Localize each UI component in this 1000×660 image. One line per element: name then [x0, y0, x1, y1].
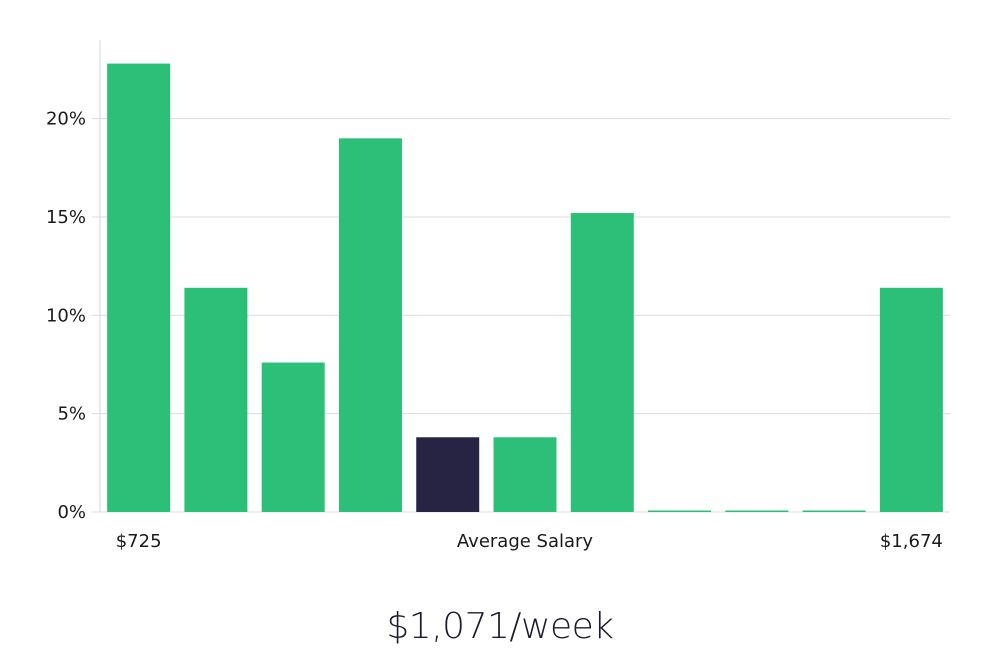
bar	[725, 510, 789, 512]
average-salary-headline: $1,071/week	[386, 606, 614, 647]
bars	[107, 63, 943, 513]
salary-histogram: 0% 5% 10% 15% 20% $725 Average Salary $1,674	[46, 40, 950, 552]
bar	[261, 362, 325, 512]
bar-average-highlight	[416, 437, 480, 512]
y-tick-label: 5%	[57, 404, 86, 425]
bar	[879, 287, 943, 512]
y-axis-ticks: 0% 5% 10% 15% 20%	[46, 109, 86, 523]
bar	[570, 213, 634, 513]
bar	[493, 437, 557, 512]
y-tick-label: 10%	[46, 305, 86, 326]
x-label-average: Average Salary	[457, 531, 594, 552]
bar	[648, 510, 712, 512]
y-tick-label: 15%	[46, 207, 86, 228]
bar	[107, 63, 171, 512]
bar	[338, 138, 402, 513]
x-label-min: $725	[116, 531, 162, 552]
y-tick-label: 20%	[46, 109, 86, 130]
y-tick-label: 0%	[57, 502, 86, 523]
bar	[184, 287, 248, 512]
x-label-max: $1,674	[880, 531, 943, 552]
bar	[802, 510, 866, 512]
